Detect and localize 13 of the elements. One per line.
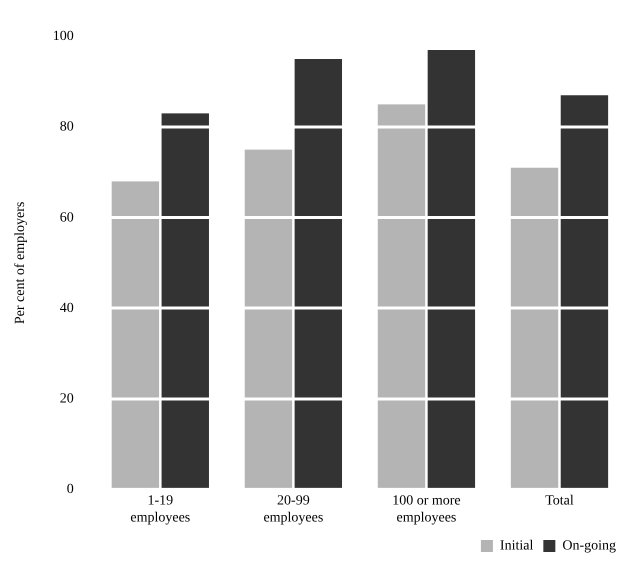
x-tick-label: 20-99 employees: [263, 493, 324, 526]
y-axis-title: Per cent of employers: [13, 202, 28, 324]
y-tick-label: 100: [52, 29, 74, 44]
y-tick-label: 40: [60, 300, 74, 316]
y-tick-label: 20: [60, 391, 74, 406]
x-tick-label: 1-19 employees: [130, 493, 190, 526]
x-tick-label: Total: [545, 493, 574, 508]
x-tick-label: 100 or more employees: [392, 493, 461, 526]
y-tick-label: 80: [60, 120, 74, 135]
legend-label: On-going: [562, 538, 616, 554]
y-tick-label: 0: [66, 482, 74, 498]
y-tick-label: 60: [60, 210, 74, 226]
legend-label: Initial: [500, 538, 534, 554]
